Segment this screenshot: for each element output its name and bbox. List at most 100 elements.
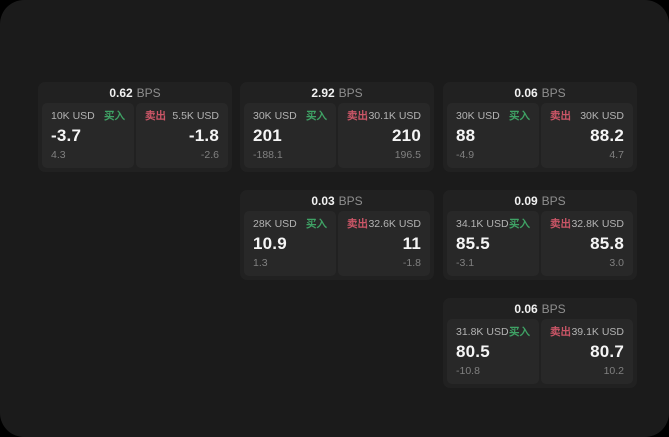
buy-main-value: -3.7: [51, 126, 82, 145]
bps-value: 0.06: [514, 301, 538, 316]
bps-value: 0.62: [109, 85, 133, 100]
bps-value: 0.03: [311, 193, 335, 208]
sell-sub-value: 196.5: [394, 149, 421, 161]
buy-amount: 30K USD: [456, 110, 500, 122]
sell-panel[interactable]: 卖出 5.5K USD -1.8 -2.6: [136, 103, 228, 168]
buy-tag[interactable]: 买入: [306, 218, 327, 230]
buy-sub-value: 4.3: [51, 149, 66, 161]
sell-panel-top: 卖出 30K USD: [550, 110, 624, 123]
sell-panel[interactable]: 卖出 32.8K USD 85.8 3.0: [541, 211, 633, 276]
spread-card-panels: 30K USD 买入 201 -188.1 卖出 30.1K USD 210 1…: [244, 103, 430, 168]
buy-panel-top: 31.8K USD 买入: [456, 326, 530, 339]
buy-tag[interactable]: 买入: [509, 110, 530, 122]
buy-panel-top: 10K USD 买入: [51, 110, 125, 123]
spread-card-header: 0.06 BPS: [443, 298, 637, 319]
sell-amount: 30K USD: [580, 110, 624, 122]
sell-tag[interactable]: 卖出: [550, 110, 571, 122]
sell-panel-top: 卖出 32.6K USD: [347, 218, 421, 231]
sell-sub-value: -2.6: [200, 149, 219, 161]
sell-panel-top: 卖出 32.8K USD: [550, 218, 624, 231]
buy-sub-value: -3.1: [456, 257, 475, 269]
sell-main-value: 80.7: [590, 342, 624, 361]
spread-card: 2.92 BPS 30K USD 买入 201 -188.1 卖出 30.1K …: [240, 82, 434, 172]
sell-amount: 32.6K USD: [368, 218, 421, 230]
sell-main-value: 11: [402, 234, 421, 253]
sell-panel[interactable]: 卖出 39.1K USD 80.7 10.2: [541, 319, 633, 384]
bps-unit-label: BPS: [338, 85, 363, 100]
buy-main-value: 85.5: [456, 234, 490, 253]
buy-panel[interactable]: 10K USD 买入 -3.7 4.3: [42, 103, 134, 168]
buy-amount: 10K USD: [51, 110, 95, 122]
sell-sub-value: 4.7: [609, 149, 624, 161]
buy-amount: 31.8K USD: [456, 326, 509, 338]
sell-amount: 39.1K USD: [571, 326, 624, 338]
buy-panel-top: 30K USD 买入: [253, 110, 327, 123]
sell-tag[interactable]: 卖出: [347, 110, 368, 122]
spread-card-header: 2.92 BPS: [240, 82, 434, 103]
spread-card: 0.06 BPS 30K USD 买入 88 -4.9 卖出 30K USD 8…: [443, 82, 637, 172]
bps-unit-label: BPS: [136, 85, 161, 100]
spread-card-header: 0.06 BPS: [443, 82, 637, 103]
buy-amount: 28K USD: [253, 218, 297, 230]
spread-card-header: 0.62 BPS: [38, 82, 232, 103]
sell-tag[interactable]: 卖出: [145, 110, 166, 122]
sell-panel-top: 卖出 39.1K USD: [550, 326, 624, 339]
buy-panel-top: 28K USD 买入: [253, 218, 327, 231]
buy-tag[interactable]: 买入: [104, 110, 125, 122]
sell-panel[interactable]: 卖出 30.1K USD 210 196.5: [338, 103, 430, 168]
buy-tag[interactable]: 买入: [509, 218, 530, 230]
sell-sub-value: 10.2: [603, 365, 624, 377]
buy-amount: 30K USD: [253, 110, 297, 122]
buy-tag[interactable]: 买入: [306, 110, 327, 122]
spread-card: 0.06 BPS 31.8K USD 买入 80.5 -10.8 卖出 39.1…: [443, 298, 637, 388]
sell-panel-top: 卖出 5.5K USD: [145, 110, 219, 123]
sell-main-value: 85.8: [590, 234, 624, 253]
buy-main-value: 80.5: [456, 342, 490, 361]
spread-card-header: 0.09 BPS: [443, 190, 637, 211]
sell-main-value: 88.2: [590, 126, 624, 145]
buy-sub-value: 1.3: [253, 257, 268, 269]
sell-tag[interactable]: 卖出: [347, 218, 368, 230]
sell-sub-value: 3.0: [609, 257, 624, 269]
buy-panel[interactable]: 34.1K USD 买入 85.5 -3.1: [447, 211, 539, 276]
spread-card-panels: 34.1K USD 买入 85.5 -3.1 卖出 32.8K USD 85.8…: [447, 211, 633, 276]
buy-tag[interactable]: 买入: [509, 326, 530, 338]
sell-panel[interactable]: 卖出 30K USD 88.2 4.7: [541, 103, 633, 168]
bps-unit-label: BPS: [541, 301, 566, 316]
buy-panel[interactable]: 30K USD 买入 88 -4.9: [447, 103, 539, 168]
buy-sub-value: -10.8: [456, 365, 480, 377]
bps-unit-label: BPS: [541, 85, 566, 100]
sell-main-value: 210: [392, 126, 421, 145]
buy-panel[interactable]: 31.8K USD 买入 80.5 -10.8: [447, 319, 539, 384]
buy-panel-top: 34.1K USD 买入: [456, 218, 530, 231]
spread-card: 0.62 BPS 10K USD 买入 -3.7 4.3 卖出 5.5K USD…: [38, 82, 232, 172]
sell-amount: 32.8K USD: [571, 218, 624, 230]
spread-card-panels: 10K USD 买入 -3.7 4.3 卖出 5.5K USD -1.8 -2.…: [42, 103, 228, 168]
buy-main-value: 201: [253, 126, 282, 145]
buy-panel-top: 30K USD 买入: [456, 110, 530, 123]
spread-card-panels: 28K USD 买入 10.9 1.3 卖出 32.6K USD 11 -1.8: [244, 211, 430, 276]
bps-value: 2.92: [311, 85, 335, 100]
buy-sub-value: -188.1: [253, 149, 283, 161]
sell-main-value: -1.8: [188, 126, 219, 145]
buy-panel[interactable]: 30K USD 买入 201 -188.1: [244, 103, 336, 168]
buy-sub-value: -4.9: [456, 149, 475, 161]
bps-unit-label: BPS: [338, 193, 363, 208]
buy-panel[interactable]: 28K USD 买入 10.9 1.3: [244, 211, 336, 276]
sell-tag[interactable]: 卖出: [550, 218, 571, 230]
sell-tag[interactable]: 卖出: [550, 326, 571, 338]
sell-amount: 30.1K USD: [368, 110, 421, 122]
sell-sub-value: -1.8: [402, 257, 421, 269]
spread-card: 0.09 BPS 34.1K USD 买入 85.5 -3.1 卖出 32.8K…: [443, 190, 637, 280]
bps-value: 0.09: [514, 193, 538, 208]
buy-amount: 34.1K USD: [456, 218, 509, 230]
buy-main-value: 10.9: [253, 234, 287, 253]
sell-panel[interactable]: 卖出 32.6K USD 11 -1.8: [338, 211, 430, 276]
bps-value: 0.06: [514, 85, 538, 100]
buy-main-value: 88: [456, 126, 476, 145]
spread-card-panels: 31.8K USD 买入 80.5 -10.8 卖出 39.1K USD 80.…: [447, 319, 633, 384]
spread-card: 0.03 BPS 28K USD 买入 10.9 1.3 卖出 32.6K US…: [240, 190, 434, 280]
bps-unit-label: BPS: [541, 193, 566, 208]
sell-panel-top: 卖出 30.1K USD: [347, 110, 421, 123]
